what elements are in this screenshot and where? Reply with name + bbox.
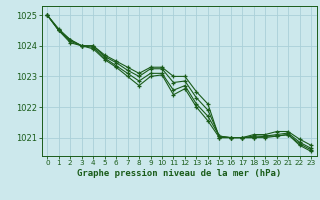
X-axis label: Graphe pression niveau de la mer (hPa): Graphe pression niveau de la mer (hPa)	[77, 169, 281, 178]
